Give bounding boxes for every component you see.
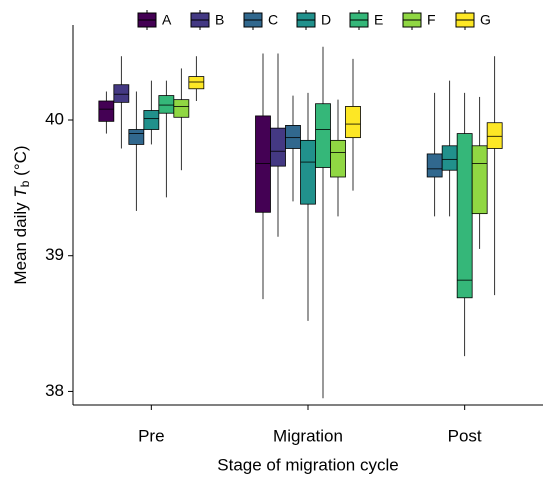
- x-axis-title: Stage of migration cycle: [217, 455, 398, 474]
- box: [285, 125, 301, 149]
- box: [441, 145, 458, 171]
- box: [270, 127, 286, 167]
- box: [471, 145, 488, 215]
- x-tick-label: Migration: [273, 426, 343, 445]
- box: [113, 84, 130, 103]
- x-tick-label: Pre: [138, 426, 164, 445]
- x-tick-label: Post: [448, 426, 482, 445]
- y-axis-title: Mean daily Tb (°C): [11, 145, 32, 284]
- box: [315, 103, 331, 168]
- box: [456, 133, 473, 299]
- y-title-part: Mean daily: [11, 198, 30, 285]
- box: [173, 99, 190, 118]
- legend-label: G: [480, 12, 491, 28]
- y-title-part: (°C): [11, 145, 30, 180]
- box: [158, 95, 175, 114]
- box: [330, 139, 346, 178]
- y-tick-label: 39: [45, 245, 64, 264]
- box: [345, 106, 361, 139]
- box: [143, 110, 160, 130]
- box: [486, 122, 503, 149]
- y-title-part: b: [18, 180, 32, 187]
- box: [426, 153, 443, 178]
- legend-label: C: [268, 12, 278, 28]
- y-title-part: T: [11, 186, 30, 198]
- box: [128, 129, 145, 145]
- legend-label: E: [374, 12, 383, 28]
- y-tick-label: 38: [45, 381, 64, 400]
- box: [300, 139, 316, 205]
- legend-label: A: [162, 12, 172, 28]
- y-tick-label: 40: [45, 109, 64, 128]
- legend-label: B: [215, 12, 224, 28]
- box: [255, 115, 271, 213]
- box: [98, 100, 115, 122]
- legend-label: F: [427, 12, 436, 28]
- box: [188, 76, 205, 90]
- legend-label: D: [321, 12, 331, 28]
